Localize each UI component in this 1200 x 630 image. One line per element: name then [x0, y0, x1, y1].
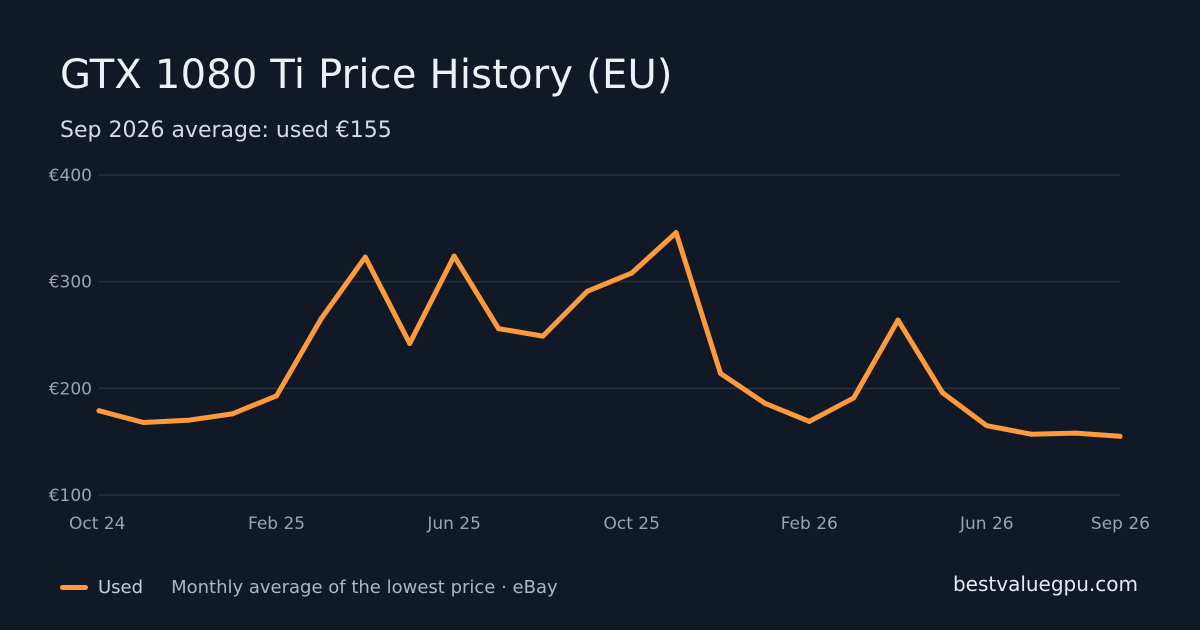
y-tick-label: €100 [49, 486, 92, 506]
chart-subtitle: Sep 2026 average: used €155 [60, 118, 392, 143]
x-tick-label: Oct 25 [603, 514, 659, 534]
data-point [1117, 433, 1123, 439]
data-point [318, 316, 324, 322]
data-point [140, 419, 146, 425]
series-line-used [96, 230, 1123, 439]
data-point [407, 341, 413, 347]
y-axis-ticks: €100 €200 €300 €400 [49, 166, 92, 506]
data-point [762, 400, 768, 406]
data-point [1073, 430, 1079, 436]
data-point [851, 395, 857, 401]
y-tick-label: €200 [49, 379, 92, 399]
data-point [496, 326, 502, 332]
data-point [629, 270, 635, 276]
legend-label-used: Used [98, 576, 144, 598]
chart-title: GTX 1080 Ti Price History (EU) [60, 52, 673, 98]
x-tick-label: Feb 25 [248, 514, 305, 534]
x-tick-label: Jun 25 [426, 514, 481, 534]
data-point [274, 393, 280, 399]
data-point [584, 288, 590, 294]
y-tick-label: €300 [49, 273, 92, 293]
data-point [185, 417, 191, 423]
data-point [806, 418, 812, 424]
x-tick-label: Feb 26 [781, 514, 838, 534]
data-point [96, 408, 102, 414]
x-axis-ticks: Oct 24 Feb 25 Jun 25 Oct 25 Feb 26 Jun 26 Sep … [69, 514, 1150, 534]
brand-link[interactable]: bestvaluegpu.com [952, 572, 1138, 596]
y-tick-label: €400 [49, 166, 92, 186]
data-point [229, 411, 235, 417]
data-point [895, 317, 901, 323]
x-tick-label: Jun 26 [959, 514, 1014, 534]
data-point [451, 253, 457, 259]
x-tick-label: Sep 26 [1091, 514, 1150, 534]
data-point [673, 230, 679, 236]
legend-note: Monthly average of the lowest price · eB… [171, 576, 558, 598]
data-point [540, 333, 546, 339]
data-point [939, 390, 945, 396]
legend: Used Monthly average of the lowest price… [60, 574, 558, 600]
series-layer [96, 230, 1123, 439]
grid-lines [99, 174, 1120, 496]
data-point [984, 423, 990, 429]
data-point [717, 370, 723, 376]
legend-swatch-used [60, 584, 88, 590]
x-tick-label: Oct 24 [69, 514, 125, 534]
data-point [1028, 431, 1034, 437]
data-point [362, 254, 368, 260]
